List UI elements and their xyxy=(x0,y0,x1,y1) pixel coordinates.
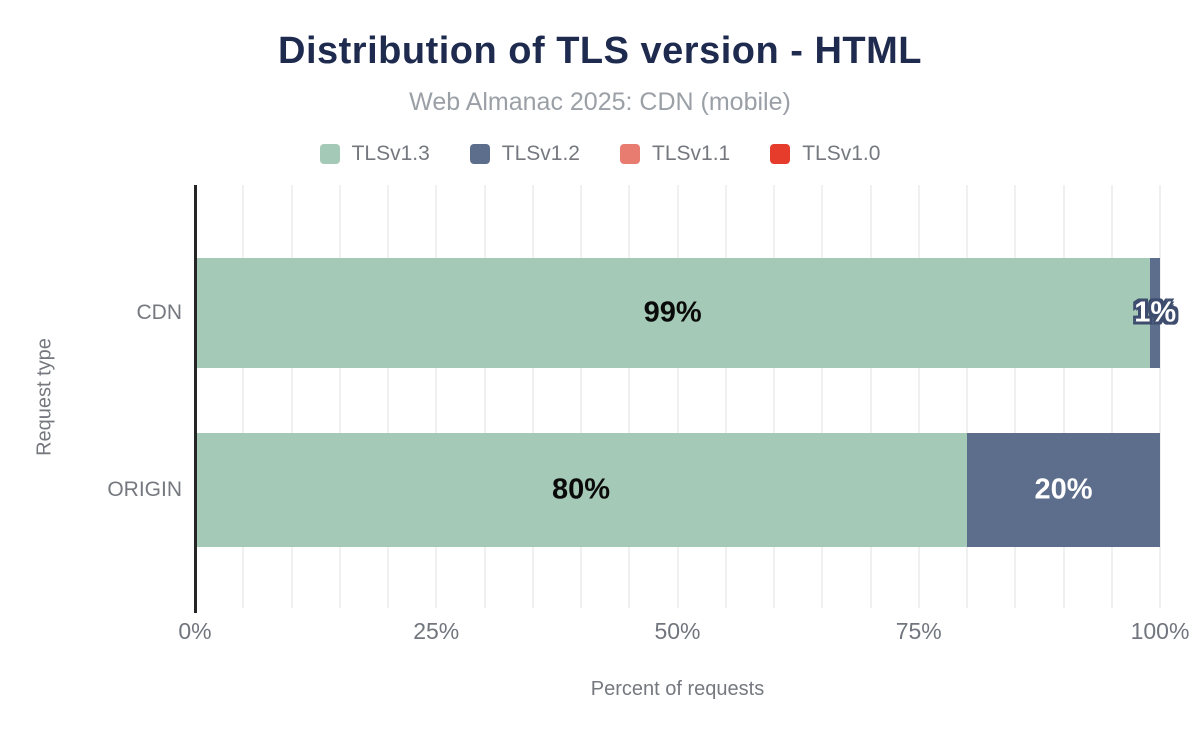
chart-title: Distribution of TLS version - HTML xyxy=(278,30,922,72)
gridline xyxy=(1110,185,1113,608)
legend-swatch-icon xyxy=(469,144,490,164)
legend-item-tlsv1.2[interactable]: TLSv1.2 xyxy=(469,142,580,166)
legend-item-label: TLSv1.3 xyxy=(351,142,430,165)
legend-item-tlsv1.3[interactable]: TLSv1.3 xyxy=(319,142,430,166)
plot-area: 99% 1% 80% 20% xyxy=(194,185,1176,613)
gridline xyxy=(387,185,389,608)
bar-origin: 80% 20% xyxy=(195,433,1160,547)
y-axis-line xyxy=(194,185,197,613)
gridline xyxy=(724,185,727,608)
bar-segment-origin-tlsv1.2[interactable] xyxy=(967,433,1160,547)
x-tick-label-25: 25% xyxy=(413,618,460,644)
category-label-origin: ORIGIN xyxy=(107,478,182,501)
x-tick-label-100: 100% xyxy=(1130,618,1190,644)
bar-segment-cdn-tlsv1.2[interactable] xyxy=(1150,258,1160,368)
x-axis-title: Percent of requests xyxy=(590,678,765,700)
bar-cdn: 99% 1% xyxy=(195,258,1176,368)
legend: TLSv1.3 TLSv1.2 TLSv1.1 TLSv1.0 xyxy=(0,142,1200,166)
gridline xyxy=(338,185,341,608)
legend-item-tlsv1.1[interactable]: TLSv1.1 xyxy=(620,142,730,166)
legend-swatch-icon xyxy=(620,144,640,164)
legend-swatch-icon xyxy=(770,144,791,164)
gridline xyxy=(676,185,679,608)
x-tick-label-50: 50% xyxy=(654,618,701,644)
legend-item-label: TLSv1.0 xyxy=(802,142,881,165)
gridline xyxy=(1014,185,1017,608)
gridline xyxy=(483,185,486,608)
x-tick-label-75: 75% xyxy=(895,618,942,644)
gridline xyxy=(773,185,775,608)
gridline xyxy=(435,185,438,608)
chart-subtitle: Web Almanac 2025: CDN (mobile) xyxy=(409,88,791,116)
data-label-cdn-tlsv1.2: 1% xyxy=(1134,296,1177,329)
gridline xyxy=(917,185,920,608)
legend-item-tlsv1.0[interactable]: TLSv1.0 xyxy=(770,142,880,166)
gridline xyxy=(531,185,534,608)
x-tick-label-0: 0% xyxy=(178,618,212,644)
y-axis-title: Request type xyxy=(33,338,56,456)
category-label-cdn: CDN xyxy=(136,301,183,324)
legend-item-label: TLSv1.2 xyxy=(501,142,580,165)
gridline xyxy=(290,185,293,608)
legend-swatch-icon xyxy=(319,144,340,164)
gridline xyxy=(242,185,245,608)
data-label-origin-tlsv1.2: 20% xyxy=(1034,473,1093,506)
data-label-origin-tlsv1.3: 80% xyxy=(551,473,611,506)
gridline xyxy=(966,185,968,608)
gridline xyxy=(580,185,582,608)
legend-item-label: TLSv1.1 xyxy=(652,142,731,165)
bar-segment-origin-tlsv1.3[interactable] xyxy=(195,433,967,547)
gridline xyxy=(821,185,824,608)
gridline xyxy=(869,185,872,608)
gridline xyxy=(1062,185,1065,608)
data-label-cdn-tlsv1.3: 99% xyxy=(643,296,702,329)
gridline xyxy=(628,185,631,608)
bar-segment-cdn-tlsv1.3[interactable] xyxy=(195,258,1151,368)
gridline xyxy=(1159,185,1161,608)
